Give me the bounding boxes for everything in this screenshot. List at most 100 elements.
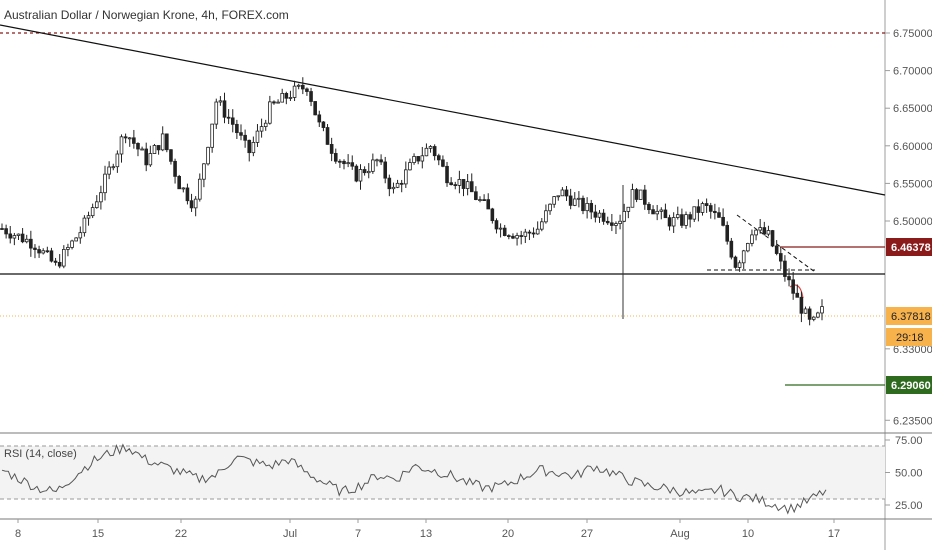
candle-body [783, 260, 787, 277]
candle-body [62, 248, 66, 267]
candle-body [684, 214, 688, 226]
candle-body [247, 139, 252, 154]
candle-body [259, 126, 264, 132]
candle-body [445, 165, 449, 184]
time-tick-label: Jul [283, 528, 297, 540]
candle-body [132, 137, 136, 144]
candle-body [255, 130, 260, 143]
time-tick-label: 17 [828, 528, 840, 540]
last-price-tag: 6.37818 [886, 307, 932, 325]
candle-body [453, 184, 458, 187]
price-tick-label: 6.70000 [893, 66, 932, 78]
candle-body [115, 153, 120, 168]
time-tick-label: 27 [581, 528, 593, 540]
candle-body [317, 114, 322, 123]
candle-body [502, 227, 507, 236]
candle-body [449, 182, 453, 186]
candle-body [177, 175, 181, 190]
candle-body [379, 159, 383, 163]
time-tick-label: 22 [175, 528, 187, 540]
price-tick-label: 6.23500 [893, 415, 932, 427]
candle-body [725, 224, 730, 242]
candle-body [671, 217, 676, 227]
rsi-axis: 75.00 50.00 25.00 [885, 435, 923, 512]
candle-body [24, 238, 29, 243]
candle-body [57, 261, 62, 267]
candle-body [482, 199, 486, 202]
price-tick-label: 6.50000 [893, 216, 932, 228]
price-tick-label: 6.60000 [893, 141, 932, 153]
candle-body [222, 100, 227, 118]
candle-body [601, 212, 606, 222]
candle-body [94, 201, 99, 208]
resistance-price-tag: 6.46378 [886, 238, 932, 256]
candle-body [432, 146, 437, 157]
rsi-line [1, 443, 827, 515]
candle-body [766, 230, 771, 235]
candle-body [33, 247, 37, 250]
candle-body [461, 179, 466, 189]
candle-body [507, 235, 511, 237]
candle-body [638, 189, 643, 200]
candle-body [214, 101, 219, 125]
countdown-tag: 29:18 [886, 328, 932, 346]
candle-body [4, 228, 8, 235]
candle-body [226, 116, 231, 119]
target-price-label: 6.29060 [891, 380, 931, 392]
candle-body [189, 200, 194, 209]
candle-body [235, 123, 239, 134]
candle-body [156, 145, 161, 151]
candle-body [428, 146, 433, 149]
candle-body [572, 198, 577, 206]
candle-body [704, 203, 709, 206]
candle-body [478, 199, 482, 202]
candle-body [152, 145, 157, 154]
candle-body [605, 220, 610, 224]
candle-body [811, 316, 816, 320]
candle-body [746, 243, 750, 252]
candle-body [515, 235, 519, 239]
candle-body [498, 227, 503, 230]
candle-body [655, 210, 659, 215]
candle-body [700, 203, 705, 213]
time-tick-label: 7 [355, 528, 361, 540]
candle-body [647, 203, 651, 211]
candle-body [675, 214, 680, 218]
candle-body [807, 308, 812, 320]
candle-body [560, 189, 565, 197]
time-tick-label: 8 [15, 528, 21, 540]
candle-body [371, 159, 375, 172]
candle-body [787, 276, 791, 281]
candle-body [160, 133, 165, 151]
price-axis: 6.75000 6.70000 6.65000 6.60000 6.55000 6.500… [885, 28, 932, 427]
candle-body [263, 122, 268, 127]
candle-body [66, 247, 70, 250]
candle-body [387, 177, 392, 190]
candle-body [346, 162, 350, 165]
descending-trendline [0, 24, 886, 196]
candle-body [544, 210, 548, 223]
candle-body [535, 228, 540, 235]
price-tick-label: 6.33000 [893, 344, 932, 356]
candle-body [296, 84, 301, 87]
candle-body [197, 178, 202, 200]
candle-body [634, 189, 639, 200]
candle-body [737, 262, 742, 268]
candle-body [272, 101, 276, 104]
candle-body [338, 160, 342, 163]
candle-body [692, 206, 697, 220]
candle-body [803, 308, 808, 314]
candle-body [333, 153, 338, 162]
candle-body [416, 156, 420, 162]
candle-body [350, 162, 355, 167]
candle-body [399, 182, 404, 185]
candle-body [622, 211, 627, 222]
candle-body [181, 187, 186, 190]
candle-body [469, 181, 474, 193]
candle-body [239, 132, 243, 136]
candle-body [107, 166, 111, 175]
candle-body [140, 148, 144, 151]
candle-body [354, 165, 359, 182]
time-axis: 8 15 22 Jul 7 13 20 27 Aug 10 17 [15, 519, 840, 540]
